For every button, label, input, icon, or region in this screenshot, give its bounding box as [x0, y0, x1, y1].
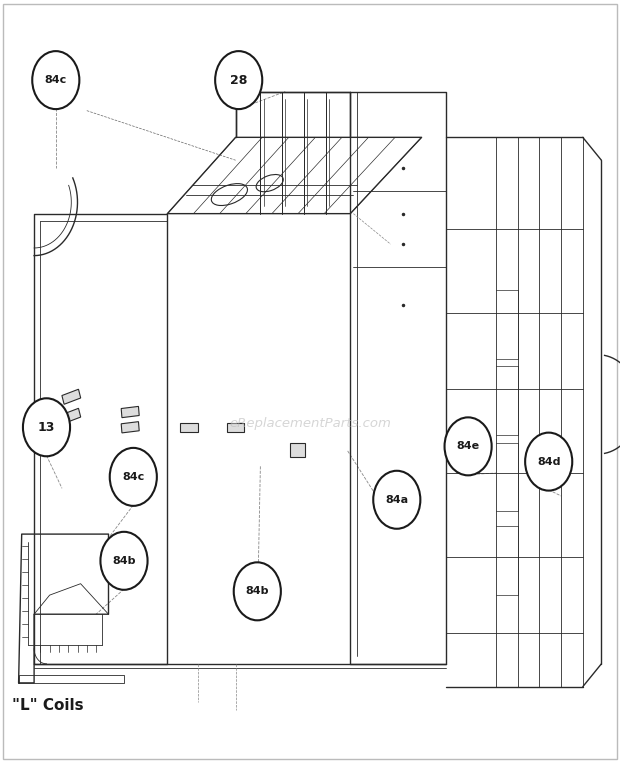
Bar: [62, 408, 81, 423]
Text: 84e: 84e: [456, 441, 480, 452]
Circle shape: [445, 417, 492, 475]
Text: 84a: 84a: [385, 494, 409, 505]
Text: eReplacementParts.com: eReplacementParts.com: [229, 417, 391, 430]
Circle shape: [215, 51, 262, 109]
Circle shape: [525, 433, 572, 491]
Text: 84c: 84c: [45, 75, 67, 85]
Bar: [121, 407, 140, 417]
Text: 13: 13: [38, 420, 55, 434]
Text: 84c: 84c: [122, 472, 144, 482]
Circle shape: [373, 471, 420, 529]
Text: 84b: 84b: [246, 586, 269, 597]
Circle shape: [110, 448, 157, 506]
Bar: [62, 389, 81, 404]
Text: 28: 28: [230, 73, 247, 87]
Bar: [227, 423, 244, 432]
Circle shape: [234, 562, 281, 620]
Circle shape: [23, 398, 70, 456]
Text: "L" Coils: "L" Coils: [12, 698, 84, 713]
Text: 84b: 84b: [112, 555, 136, 566]
Circle shape: [100, 532, 148, 590]
Text: 84d: 84d: [537, 456, 560, 467]
Circle shape: [32, 51, 79, 109]
Bar: [121, 422, 140, 433]
Bar: [180, 423, 198, 432]
Bar: [290, 443, 305, 457]
